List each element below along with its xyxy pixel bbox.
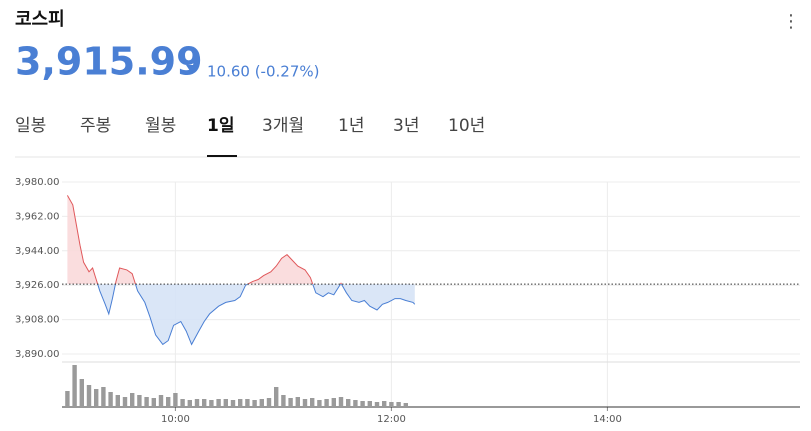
volume-bar [302,399,308,407]
y-tick-label: 3,980.00 [15,177,60,188]
y-tick-label: 3,944.00 [15,246,60,257]
x-tick-label: 12:00 [377,414,406,425]
volume-bar [202,399,207,407]
tab[interactable]: 3개월 [262,116,304,136]
volume-bar [266,398,272,407]
tab[interactable]: 일봉 [15,116,46,136]
y-tick-label: 3,926.00 [15,280,60,291]
volume-bar [382,401,387,407]
y-tick-label: 3,908.00 [15,315,60,326]
volume-bar [216,399,221,407]
volume-bar [396,402,401,407]
y-tick-label: 3,890.00 [15,349,60,360]
tab[interactable]: 주봉 [80,116,111,136]
x-tick-label: 14:00 [593,414,622,425]
volume-bar [180,399,185,407]
volume-bar [245,399,250,407]
volume-bar [288,398,293,407]
volume-bar [346,399,351,407]
volume-bar [108,392,113,407]
volume-bar [209,400,214,407]
y-tick-label: 3,962.00 [15,211,60,222]
price-line [66,195,343,285]
volume-bar [122,397,128,407]
volume-bar [310,398,315,407]
menu[interactable]: ⋮ [782,11,800,32]
volume-bar [158,395,164,407]
volume-bar [144,397,149,407]
volume-bar [331,398,336,407]
volume-bar [166,397,171,407]
volume-bar [137,395,142,407]
volume-bar [86,385,92,407]
tab[interactable]: 1년 [338,116,364,136]
change: 10.60 (-0.27%) [207,63,319,81]
volume-bar [295,397,300,407]
volume-bar [389,402,394,407]
volume-bar [94,389,99,407]
volume-bar [65,391,70,407]
volume-bar [187,400,192,407]
volume-bar [252,400,257,407]
volume-bar [115,395,120,407]
area-fill [97,284,415,345]
volume-bar [151,398,156,407]
price-line [97,284,416,346]
x-tick-label: 10:00 [161,414,190,425]
volume-bar [367,401,372,407]
volume-bar [79,379,84,407]
volume-bar [353,400,358,407]
volume-bar [259,399,264,407]
volume-bar [374,402,380,407]
volume-bar [338,397,344,407]
tab[interactable]: 월봉 [145,116,176,136]
volume-bar [281,395,286,407]
volume-bar [324,399,329,407]
volume-bar [223,399,228,407]
volume-bar [130,393,135,407]
volume-bar [360,401,365,407]
volume-bar [238,399,243,407]
title: 코스피 [15,9,65,30]
down-arrow [186,65,194,71]
volume-bar [274,387,279,407]
volume-bar [173,393,178,407]
volume-bar [230,400,236,407]
tab[interactable]: 1일 [207,116,234,136]
volume-bar [403,403,408,407]
volume-bar [72,365,77,407]
price: 3,915.99 [15,40,203,84]
volume-bar [317,400,322,407]
tab[interactable]: 10년 [448,116,485,136]
volume-bar [101,387,106,407]
tab[interactable]: 3년 [393,116,419,136]
volume-bar [194,399,200,407]
